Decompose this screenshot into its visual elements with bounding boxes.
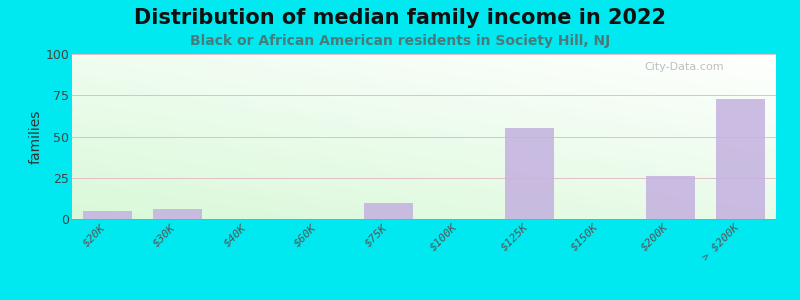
Bar: [153, 209, 202, 219]
Bar: [364, 202, 414, 219]
Bar: [82, 211, 132, 219]
Y-axis label: families: families: [29, 109, 42, 164]
Bar: [505, 128, 554, 219]
Text: City-Data.com: City-Data.com: [645, 62, 724, 72]
Text: Black or African American residents in Society Hill, NJ: Black or African American residents in S…: [190, 34, 610, 49]
Text: Distribution of median family income in 2022: Distribution of median family income in …: [134, 8, 666, 28]
Bar: [716, 98, 766, 219]
Bar: [646, 176, 695, 219]
